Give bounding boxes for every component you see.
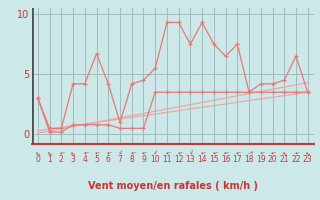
Text: ↓: ↓: [152, 149, 159, 156]
Text: ←: ←: [34, 149, 41, 156]
Text: ↙: ↙: [292, 149, 300, 156]
Text: ←: ←: [69, 149, 76, 156]
Text: ↙: ↙: [222, 149, 229, 156]
Text: ←: ←: [281, 149, 288, 156]
Text: ↓: ↓: [116, 149, 124, 156]
Text: ←: ←: [46, 149, 53, 156]
Text: ↙: ↙: [199, 149, 206, 156]
Text: ↗: ↗: [245, 149, 252, 156]
Text: ↙: ↙: [140, 149, 147, 156]
Text: ↙: ↙: [210, 149, 217, 156]
Text: ↙: ↙: [93, 149, 100, 156]
Text: ↙: ↙: [105, 149, 112, 156]
Text: ↙: ↙: [269, 149, 276, 156]
Text: ↓: ↓: [187, 149, 194, 156]
Text: ↙: ↙: [164, 149, 171, 156]
Text: ↙: ↙: [175, 149, 182, 156]
Text: ↙: ↙: [257, 149, 264, 156]
Text: ←: ←: [304, 149, 311, 156]
X-axis label: Vent moyen/en rafales ( km/h ): Vent moyen/en rafales ( km/h ): [88, 181, 258, 191]
Text: ↙: ↙: [81, 149, 88, 156]
Text: ↙: ↙: [128, 149, 135, 156]
Text: ↙: ↙: [58, 149, 65, 156]
Text: ↙: ↙: [234, 149, 241, 156]
